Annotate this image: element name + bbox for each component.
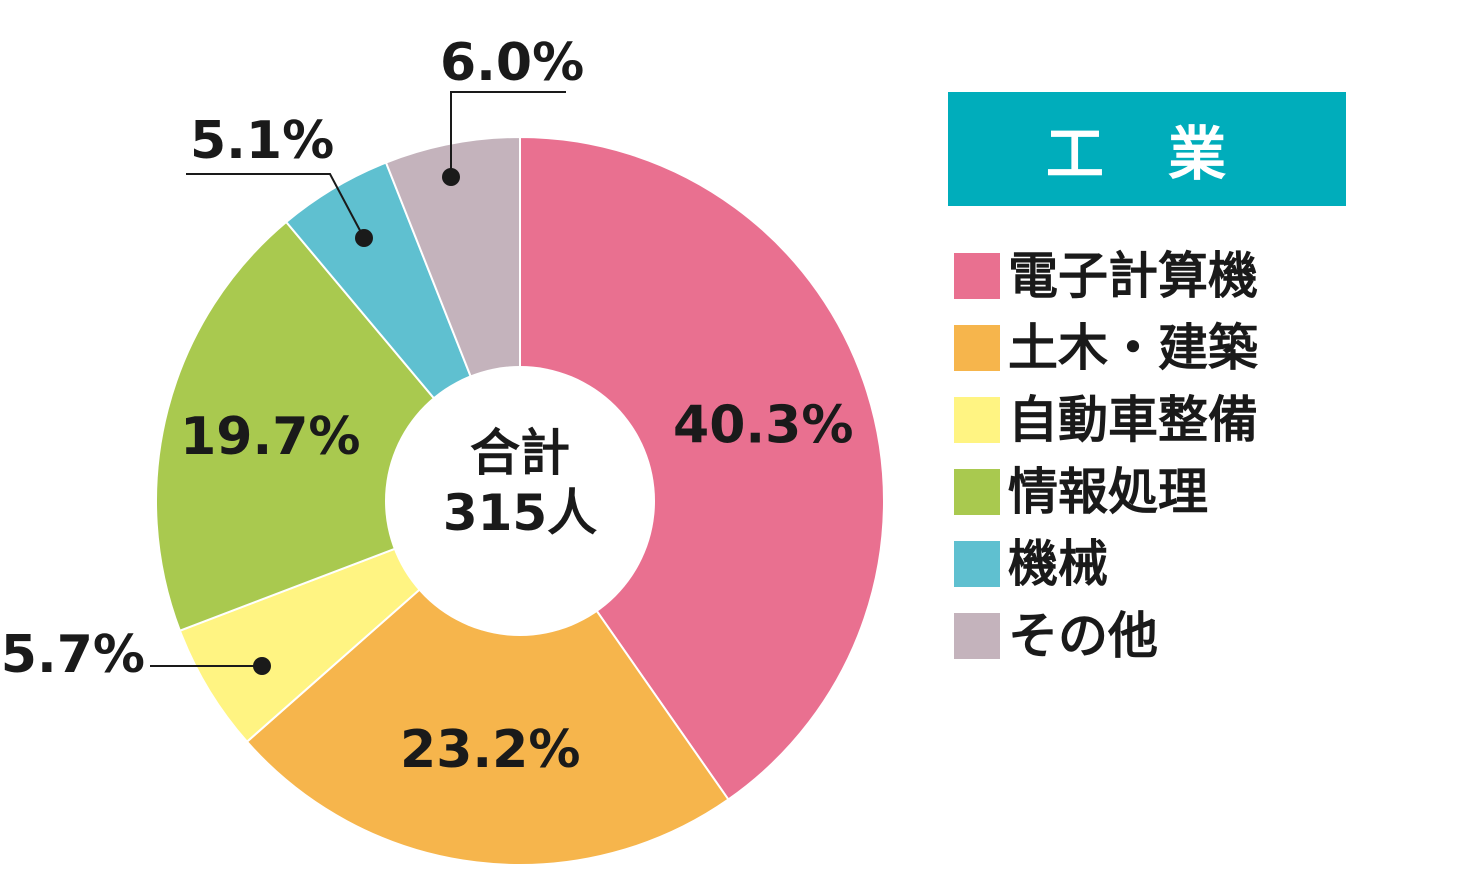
data-label-info-processing: 19.7% bbox=[180, 407, 360, 467]
legend-item: 電子計算機 bbox=[954, 240, 1258, 312]
donut-hole bbox=[385, 366, 655, 636]
center-label-line2: 315人 bbox=[443, 484, 597, 542]
legend-label: その他 bbox=[1008, 607, 1158, 665]
legend-swatch bbox=[954, 469, 1000, 515]
legend-item: 自動車整備 bbox=[954, 384, 1258, 456]
legend-swatch bbox=[954, 613, 1000, 659]
leader-line-other bbox=[450, 91, 566, 177]
legend-label: 土木・建築 bbox=[1008, 319, 1258, 377]
legend-label: 電子計算機 bbox=[1008, 247, 1258, 305]
leader-dot-machinery bbox=[355, 229, 373, 247]
leader-dot-auto-maintenance bbox=[253, 657, 271, 675]
slice-civil-architecture bbox=[245, 499, 730, 866]
legend-label: 情報処理 bbox=[1008, 463, 1208, 521]
legend-item: 情報処理 bbox=[954, 456, 1258, 528]
legend-swatch bbox=[954, 253, 1000, 299]
data-label-computer: 40.3% bbox=[673, 395, 853, 455]
data-label-machinery: 5.1% bbox=[190, 111, 334, 171]
data-label-other: 6.0% bbox=[440, 33, 584, 93]
leader-line-machinery bbox=[186, 173, 365, 239]
legend-swatch bbox=[954, 541, 1000, 587]
legend: 電子計算機土木・建築自動車整備情報処理機械その他 bbox=[954, 240, 1258, 672]
legend-swatch bbox=[954, 397, 1000, 443]
chart-title: 工 業 bbox=[948, 92, 1346, 206]
legend-item: 機械 bbox=[954, 528, 1258, 600]
data-labels: 40.3% 23.2% 5.7% 19.7% 5.1% 6.0% bbox=[1, 33, 854, 780]
legend-label: 機械 bbox=[1008, 535, 1108, 593]
legend-label: 自動車整備 bbox=[1008, 391, 1258, 449]
legend-item: その他 bbox=[954, 600, 1258, 672]
legend-swatch bbox=[954, 325, 1000, 371]
legend-item: 土木・建築 bbox=[954, 312, 1258, 384]
data-label-civil-architecture: 23.2% bbox=[400, 720, 580, 780]
data-label-auto-maintenance: 5.7% bbox=[1, 625, 145, 685]
slice-computer bbox=[519, 135, 885, 801]
leader-dot-other bbox=[442, 168, 460, 186]
center-label-line1: 合計 bbox=[470, 424, 570, 482]
